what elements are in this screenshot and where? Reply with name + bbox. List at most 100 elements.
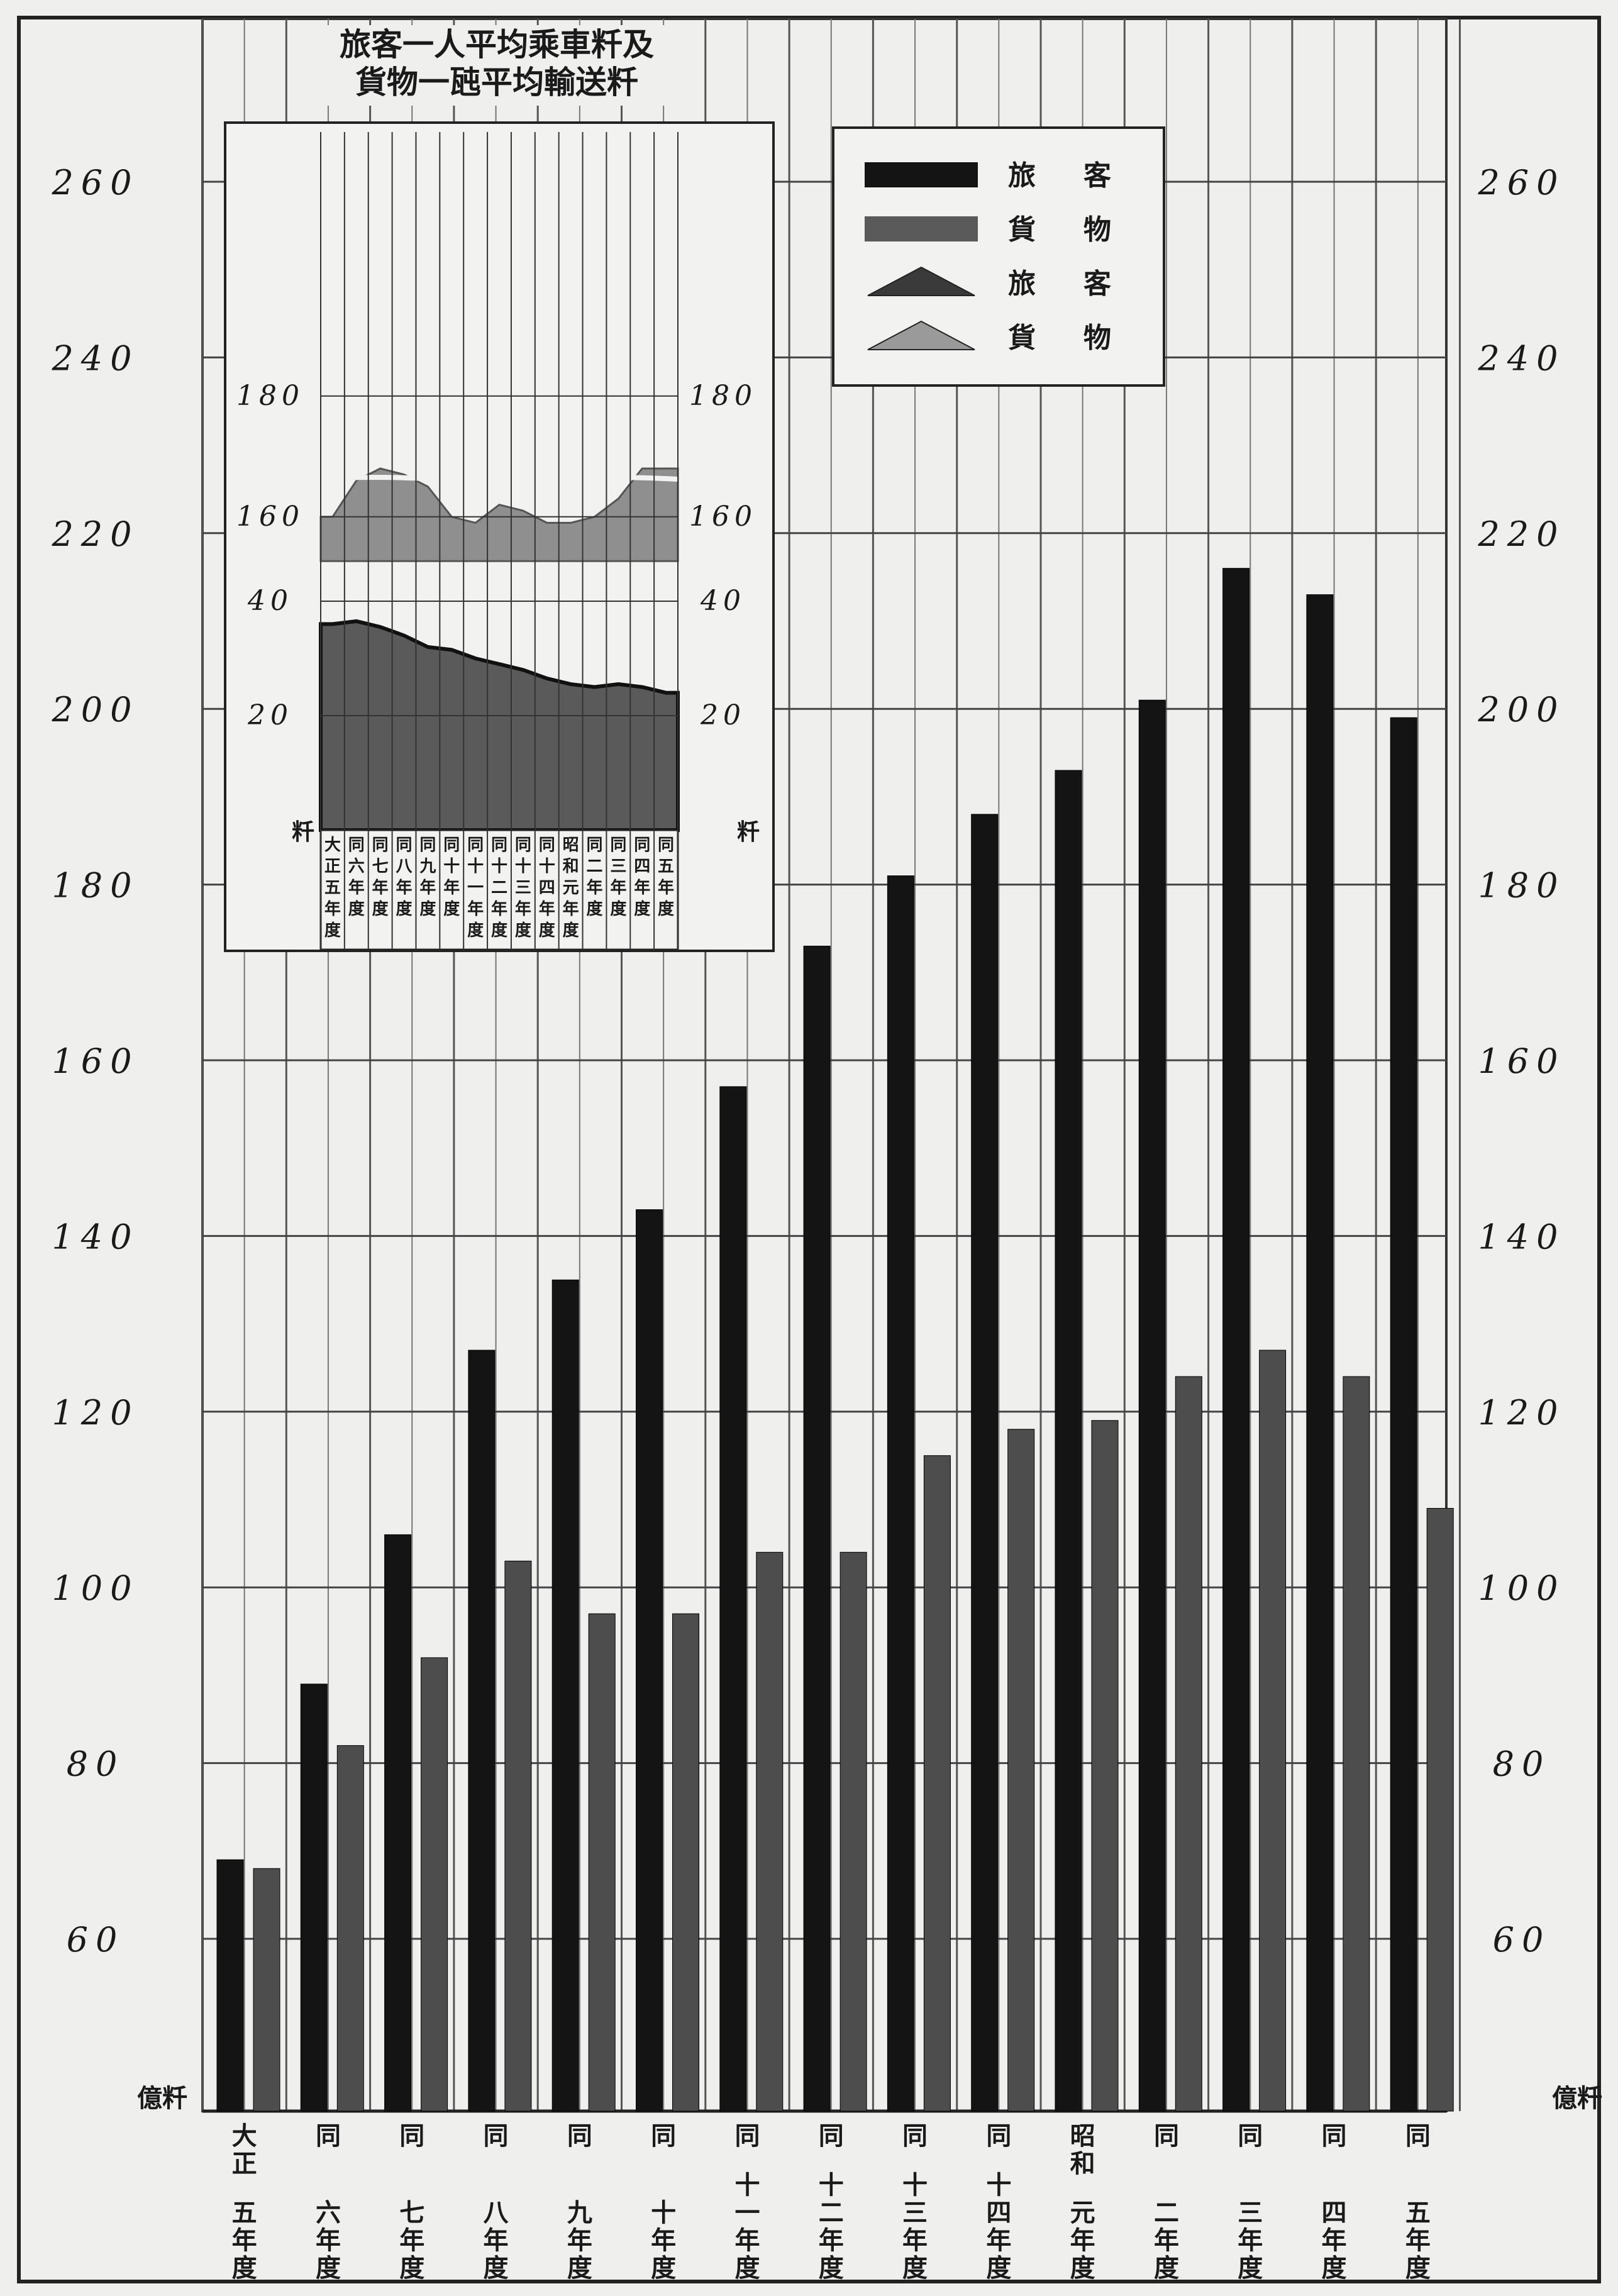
inset-category-label-char: 七 bbox=[372, 857, 389, 876]
y-tick-label-left: 140 bbox=[52, 1217, 139, 1256]
category-label-char: 同 bbox=[986, 2121, 1011, 2151]
category-label-char: 三 bbox=[1238, 2198, 1263, 2227]
inset-category-label-char: 同 bbox=[610, 836, 626, 855]
inset-y-tick-left: 180 bbox=[236, 380, 304, 412]
inset-category-label-char: 度 bbox=[324, 921, 341, 940]
bar-passenger-14 bbox=[1390, 717, 1417, 2112]
inset-category-label-char: 度 bbox=[658, 899, 674, 919]
y-tick-label-left: 200 bbox=[51, 690, 139, 729]
inset-title-line2: 貨物一瓲平均輸送粁 bbox=[355, 64, 638, 101]
category-label-char: 十 bbox=[986, 2170, 1011, 2200]
inset-category-label-char: 同 bbox=[515, 836, 531, 855]
category-label-char: 年 bbox=[1238, 2226, 1263, 2255]
inset-category-label-char: 八 bbox=[396, 857, 413, 876]
bar-freight-2 bbox=[421, 1657, 448, 2112]
inset-category-label-char: 九 bbox=[419, 857, 436, 876]
category-label-char: 十 bbox=[819, 2170, 844, 2200]
inset-category-label-char: 十 bbox=[491, 857, 507, 876]
bar-freight-12 bbox=[1259, 1350, 1287, 2112]
inset-category-label-char: 度 bbox=[515, 921, 531, 940]
category-label-char: 年 bbox=[986, 2226, 1011, 2255]
category-label-char: 七 bbox=[399, 2198, 424, 2227]
inset-title-line1: 旅客一人平均乘車粁及 bbox=[340, 26, 654, 63]
category-label-char: 十 bbox=[734, 2170, 760, 2200]
inset-y-tick-left: 160 bbox=[236, 501, 304, 533]
y-tick-label-right: 160 bbox=[1478, 1041, 1565, 1081]
inset-axis-break bbox=[320, 475, 679, 484]
inset-category-label-char: 元 bbox=[563, 879, 579, 897]
category-label-char: 年 bbox=[232, 2226, 257, 2255]
bar-passenger-4 bbox=[551, 1279, 579, 2112]
inset-category-label-char: 同 bbox=[372, 836, 389, 855]
inset-category-label-char: 正 bbox=[324, 857, 341, 876]
inset-category-label-char: 度 bbox=[539, 921, 555, 940]
category-label-char: 二 bbox=[1154, 2198, 1179, 2227]
legend-label-char: 貨 bbox=[1008, 322, 1036, 354]
inset-category-label-char: 十 bbox=[515, 857, 531, 876]
inset-y-tick-right: 20 bbox=[700, 699, 746, 731]
inset-category-label-char: 同 bbox=[491, 836, 507, 855]
category-label-char: 度 bbox=[399, 2253, 424, 2283]
legend-swatch-triangle-3 bbox=[867, 320, 975, 350]
category-label-char: 年 bbox=[567, 2226, 592, 2255]
category-label-char: 度 bbox=[484, 2253, 509, 2283]
bar-passenger-0 bbox=[216, 1859, 244, 2112]
bar-freight-10 bbox=[1091, 1420, 1119, 2112]
y-tick-label-right: 200 bbox=[1477, 690, 1565, 729]
category-label-char: 度 bbox=[819, 2253, 844, 2283]
category-label-char: 同 bbox=[1322, 2121, 1347, 2151]
inset-category-label-char: 十 bbox=[467, 857, 484, 876]
inset-category-label-char: 度 bbox=[419, 899, 436, 919]
inset-category-label-char: 度 bbox=[586, 899, 602, 919]
inset-category-label-char: 十 bbox=[443, 857, 460, 876]
legend-label-char: 貨 bbox=[1008, 214, 1036, 246]
bar-passenger-2 bbox=[384, 1534, 412, 2112]
bar-passenger-9 bbox=[971, 814, 999, 2112]
bar-freight-9 bbox=[1007, 1429, 1035, 2112]
inset-category-label-char: 五 bbox=[324, 879, 341, 897]
inset-y-tick-right: 180 bbox=[689, 380, 757, 412]
category-label-char: 度 bbox=[1070, 2253, 1095, 2283]
legend-label-char: 物 bbox=[1083, 214, 1111, 246]
inset-category-label-char: 五 bbox=[658, 857, 674, 876]
category-label-char: 年 bbox=[484, 2226, 509, 2255]
legend-label-char: 物 bbox=[1083, 322, 1111, 354]
inset-category-label-char: 年 bbox=[372, 878, 389, 897]
bar-passenger-12 bbox=[1222, 568, 1250, 2112]
y-tick-label-left: 80 bbox=[67, 1744, 125, 1784]
inset-y-tick-left: 20 bbox=[247, 699, 293, 731]
inset-category-label-char: 同 bbox=[443, 836, 460, 855]
inset-category-label-char: 大 bbox=[324, 836, 341, 855]
y-tick-label-right: 120 bbox=[1478, 1393, 1565, 1433]
inset-category-label-char: 同 bbox=[348, 836, 365, 855]
legend-swatch-bar-0 bbox=[865, 162, 978, 187]
category-label-char: 度 bbox=[567, 2253, 592, 2283]
bar-passenger-11 bbox=[1138, 699, 1166, 2112]
inset-category-label-char: 度 bbox=[372, 899, 389, 919]
inset-category-label-char: 三 bbox=[515, 879, 531, 897]
category-label-char: 二 bbox=[819, 2198, 844, 2227]
category-label-char: 四 bbox=[1322, 2198, 1347, 2227]
inset-category-label-char: 度 bbox=[563, 921, 579, 940]
category-label-char: 五 bbox=[232, 2198, 257, 2227]
category-label-char: 度 bbox=[1405, 2253, 1431, 2283]
inset-category-label-char: 度 bbox=[443, 899, 460, 919]
inset-category-label-char: 年 bbox=[515, 899, 531, 919]
category-label-char: 五 bbox=[1405, 2198, 1431, 2227]
inset-category-label-char: 三 bbox=[610, 857, 626, 876]
legend-label-char: 旅 bbox=[1008, 268, 1036, 300]
inset-category-label-char: 年 bbox=[658, 878, 674, 897]
inset-category-label-char: 度 bbox=[610, 899, 626, 919]
category-label-char: 九 bbox=[567, 2198, 592, 2227]
bar-passenger-8 bbox=[887, 875, 914, 2112]
category-label-char: 同 bbox=[819, 2121, 844, 2151]
inset-category-label-char: 六 bbox=[348, 857, 365, 876]
y-tick-label-right: 80 bbox=[1493, 1744, 1551, 1784]
inset-category-label-char: 年 bbox=[467, 899, 484, 919]
category-label-char: 年 bbox=[651, 2226, 676, 2255]
y-tick-label-left: 60 bbox=[67, 1920, 125, 1960]
category-label-char: 和 bbox=[1070, 2149, 1095, 2178]
category-label-char: 度 bbox=[1238, 2253, 1263, 2283]
category-label-char: 度 bbox=[316, 2253, 341, 2283]
bar-freight-8 bbox=[923, 1455, 951, 2112]
